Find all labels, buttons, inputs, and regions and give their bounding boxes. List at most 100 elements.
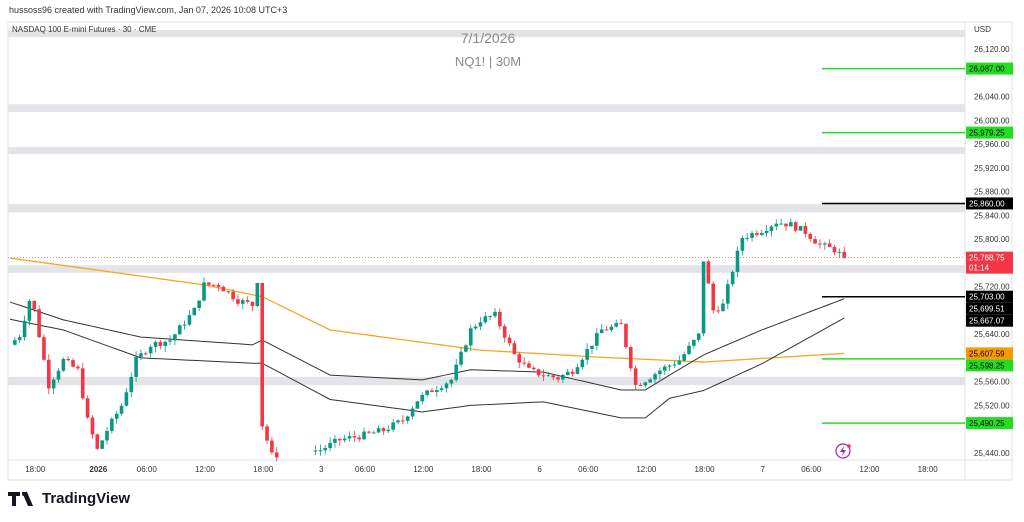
candle xyxy=(386,425,391,433)
candle-body xyxy=(90,417,95,435)
candle xyxy=(735,246,740,278)
lightning-icon[interactable] xyxy=(835,443,851,459)
candle xyxy=(328,437,332,452)
candle xyxy=(357,435,361,443)
candle-body xyxy=(682,354,686,361)
candle-body xyxy=(755,233,759,235)
candle xyxy=(662,364,667,376)
candle-body xyxy=(536,369,541,376)
candle-body xyxy=(134,356,138,377)
candle-body xyxy=(842,251,846,258)
candle xyxy=(648,377,652,384)
candle-body xyxy=(459,351,463,365)
candle-body xyxy=(371,432,376,434)
candle-body xyxy=(512,343,517,355)
level-price-label: 25,598.25 xyxy=(969,361,1005,370)
candle xyxy=(653,372,657,385)
candle xyxy=(609,324,614,332)
candle-body xyxy=(696,333,701,340)
candle xyxy=(435,385,439,397)
candle xyxy=(197,300,201,312)
watermark-ticker: NQ1! | 30M xyxy=(454,54,522,69)
candle xyxy=(512,340,517,355)
support-resistance-zone xyxy=(8,147,965,155)
candle-body xyxy=(415,401,420,409)
candle xyxy=(682,351,686,362)
candle-body xyxy=(692,339,696,346)
candle xyxy=(464,344,468,353)
candle-body xyxy=(362,431,366,440)
candle xyxy=(444,382,449,393)
candle xyxy=(37,305,41,339)
candle-body xyxy=(532,367,536,370)
candle-body xyxy=(376,428,381,433)
candle-body xyxy=(551,375,555,378)
candle-body xyxy=(352,436,357,438)
time-axis-tick: 12:00 xyxy=(195,465,216,474)
indicator-price-label-bg xyxy=(966,302,1013,315)
candle xyxy=(274,447,279,462)
candle-body xyxy=(498,311,502,327)
candle-body xyxy=(599,329,604,334)
candle xyxy=(740,235,745,256)
candle-body xyxy=(245,300,250,302)
candle xyxy=(604,325,609,331)
candle-body xyxy=(255,283,260,307)
candle xyxy=(85,395,90,419)
candle xyxy=(56,368,61,383)
price-axis-tick: 25,920.00 xyxy=(974,164,1010,173)
candle-body xyxy=(580,359,585,368)
candle-body xyxy=(187,315,192,325)
level-price-label: 25,979.25 xyxy=(969,129,1005,138)
candle xyxy=(629,345,633,372)
candle xyxy=(454,358,458,383)
candle xyxy=(493,308,497,319)
last-price-label-bg xyxy=(966,251,1013,274)
candle xyxy=(556,375,560,383)
candle-body xyxy=(614,323,619,327)
candle xyxy=(536,368,541,378)
candle-body xyxy=(832,247,837,253)
candle xyxy=(134,351,138,383)
candle xyxy=(17,334,22,344)
candle-body xyxy=(71,360,75,367)
candle-body xyxy=(769,226,774,231)
candle-body xyxy=(677,360,682,365)
candle xyxy=(658,367,662,380)
candle xyxy=(638,382,643,386)
level-price-label: 25,703.00 xyxy=(969,293,1005,302)
candle-body xyxy=(633,368,638,385)
candle-body xyxy=(110,418,114,431)
candle xyxy=(163,341,167,352)
candle-body xyxy=(662,366,667,371)
candle xyxy=(692,339,696,349)
candle xyxy=(338,438,342,447)
candle-body xyxy=(119,405,124,414)
level-price-label-bg xyxy=(966,290,1013,303)
candle-body xyxy=(439,388,444,391)
candle xyxy=(614,319,619,328)
candle-body xyxy=(51,379,56,389)
candle-body xyxy=(658,370,662,375)
candle xyxy=(270,437,274,455)
candle-body xyxy=(779,223,783,225)
candle xyxy=(561,373,565,383)
candle xyxy=(207,282,211,287)
candle-body xyxy=(444,383,449,389)
candle-body xyxy=(570,371,575,374)
candle xyxy=(22,315,27,341)
level-price-label-bg xyxy=(966,126,1013,139)
candle-body xyxy=(706,261,711,284)
candle xyxy=(803,222,808,238)
candle xyxy=(575,363,580,375)
candle-body xyxy=(454,364,458,380)
bar-countdown-label: 01:14 xyxy=(969,264,990,273)
candle-body xyxy=(648,379,652,383)
price-axis-tick: 25,880.00 xyxy=(974,188,1010,197)
price-axis-tick: 26,000.00 xyxy=(974,116,1010,125)
candle-body xyxy=(803,226,808,234)
tradingview-logo[interactable]: TradingView xyxy=(8,490,130,507)
time-axis-tick: 06:00 xyxy=(355,465,376,474)
candle xyxy=(255,282,260,308)
